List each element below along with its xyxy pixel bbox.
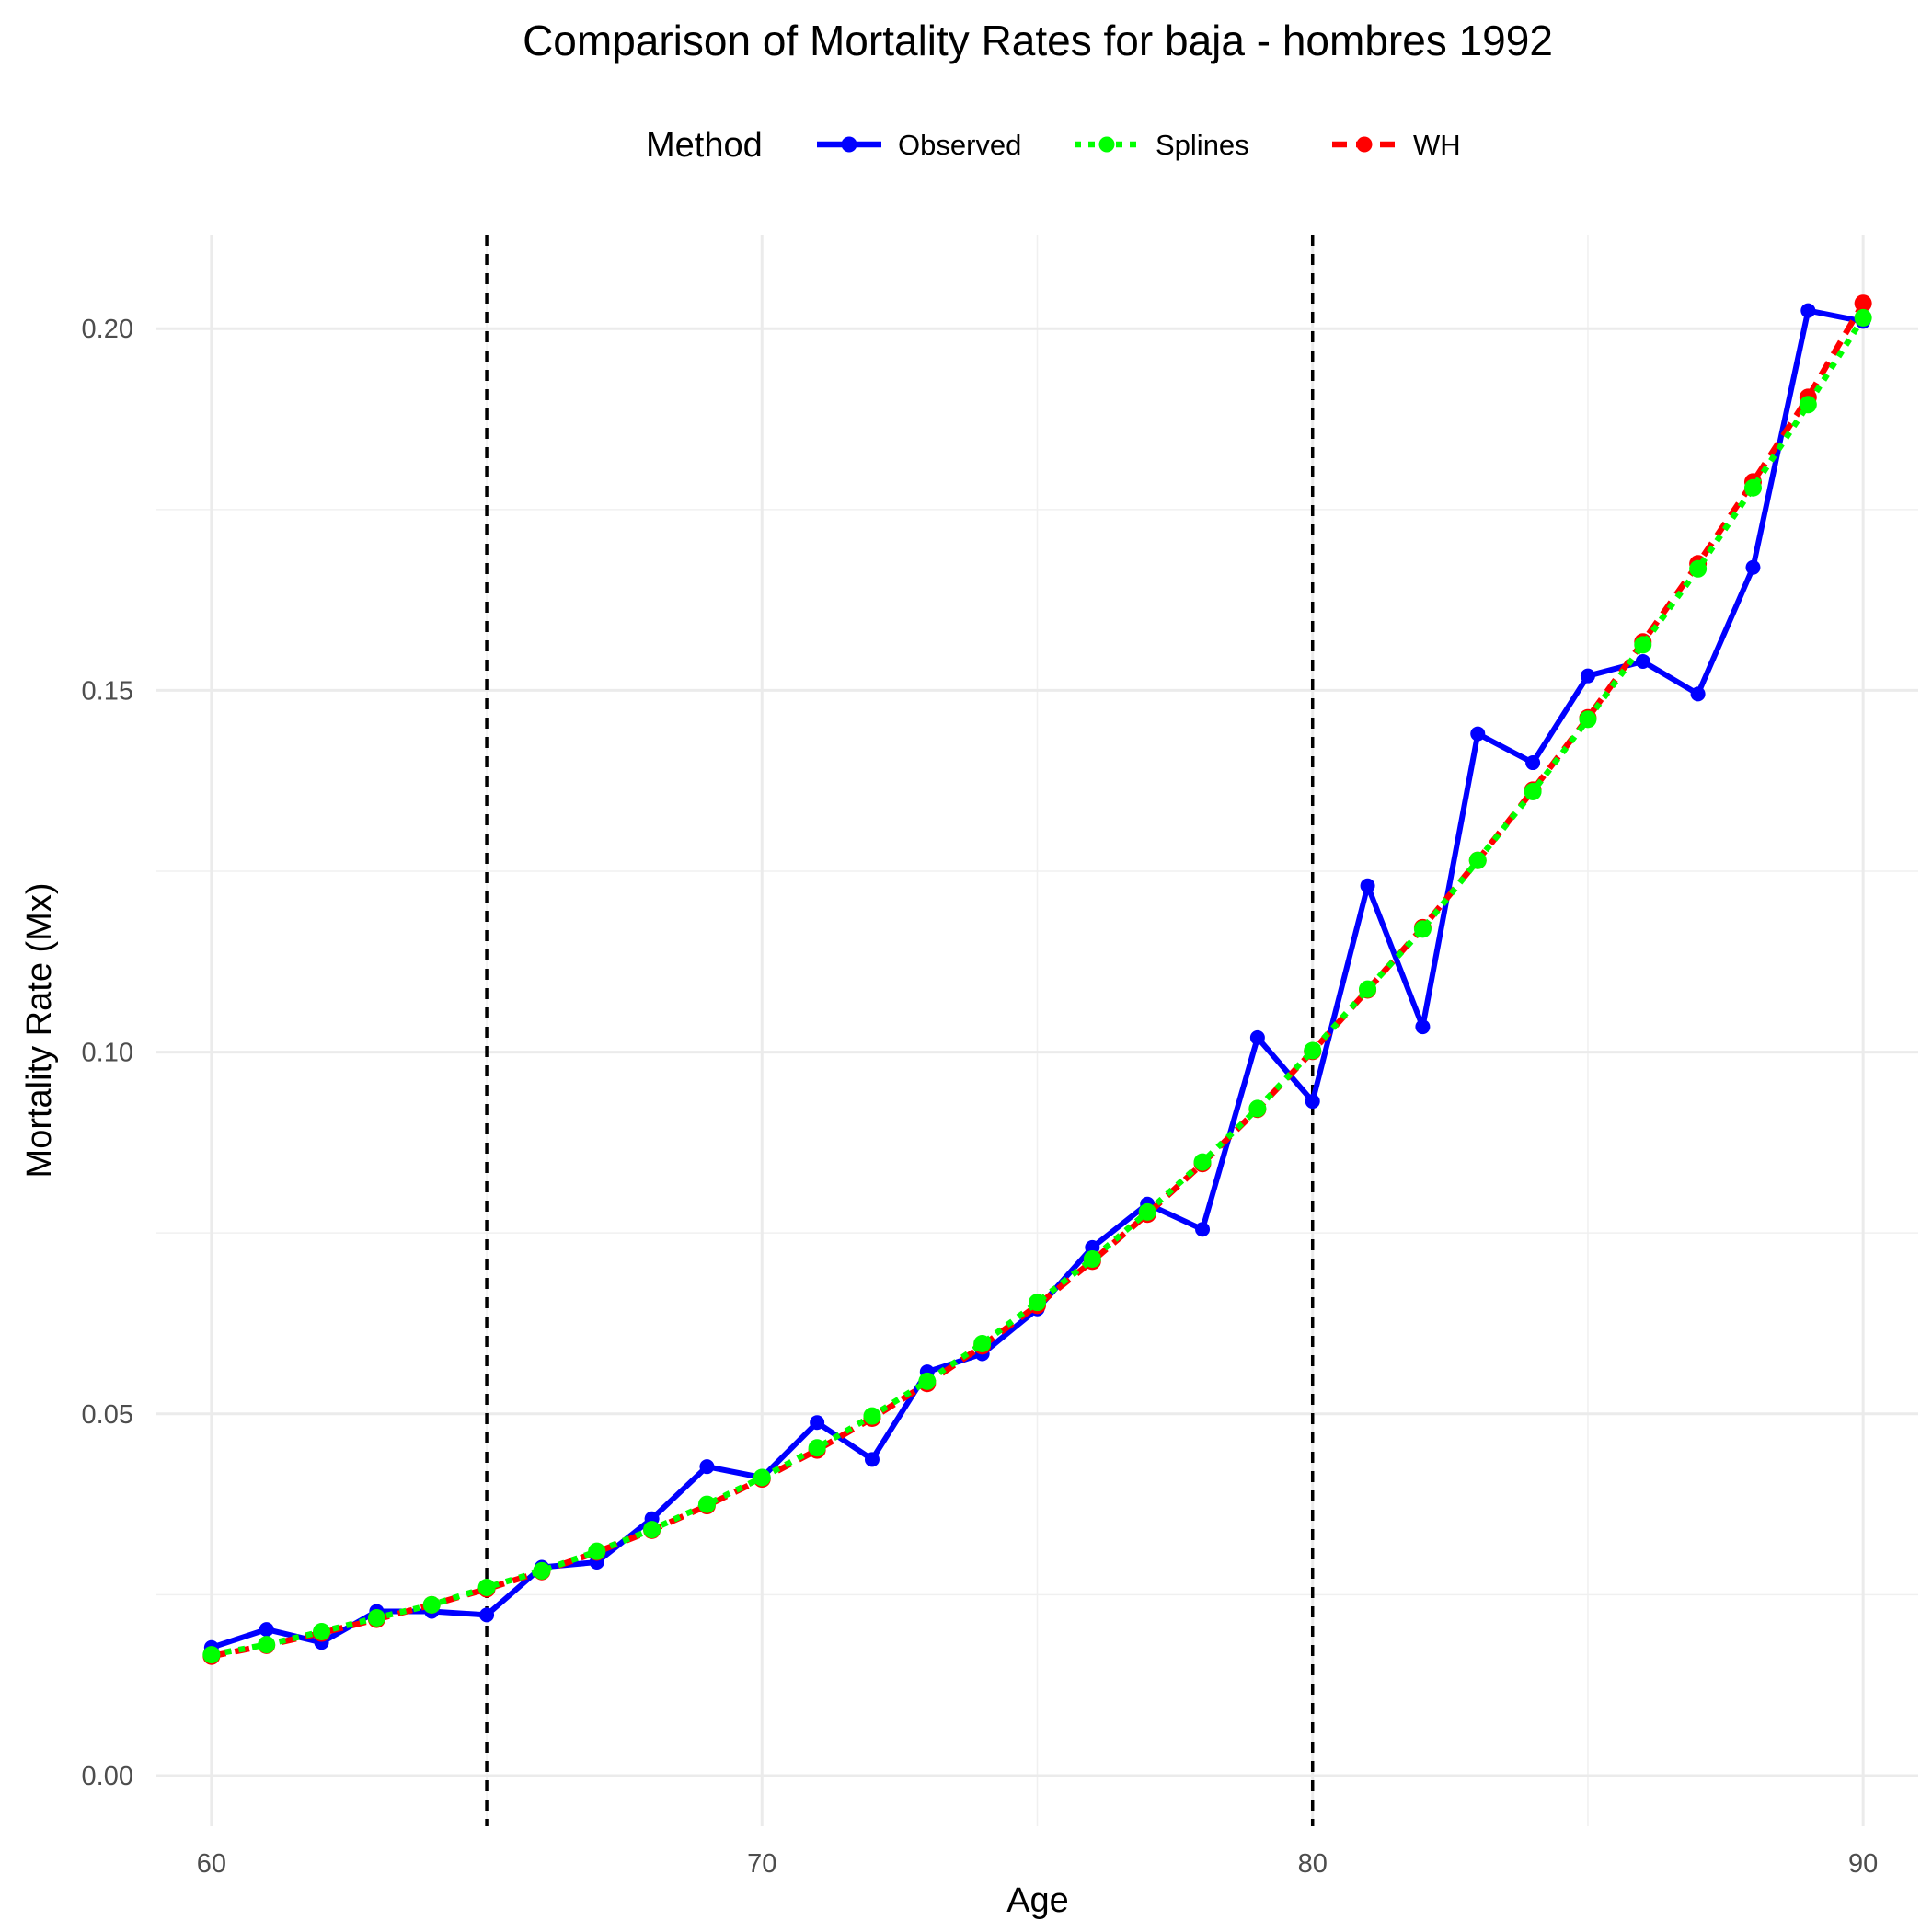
y-tick-label: 0.10 xyxy=(82,1039,133,1068)
data-point-splines xyxy=(753,1468,771,1487)
data-point-splines xyxy=(1854,308,1872,327)
data-point-splines xyxy=(1359,980,1377,998)
data-point-observed xyxy=(1580,668,1595,684)
legend-item-wh: WH xyxy=(1332,129,1461,161)
data-point-splines xyxy=(202,1646,221,1664)
data-point-splines xyxy=(533,1561,551,1580)
data-point-splines xyxy=(477,1579,496,1596)
data-point-observed xyxy=(1415,1019,1431,1035)
legend: Method Observed Splines WH xyxy=(646,126,1461,165)
data-point-splines xyxy=(1468,851,1487,869)
data-point-splines xyxy=(1413,920,1432,938)
legend-key-point-observed xyxy=(841,136,857,153)
series-splines xyxy=(202,308,1872,1664)
data-point-wh xyxy=(1854,294,1872,313)
y-axis: 0.00 0.05 0.10 0.15 0.20 xyxy=(82,315,133,1791)
data-point-splines xyxy=(1689,559,1708,578)
x-tick-label: 80 xyxy=(1298,1849,1328,1879)
data-point-observed xyxy=(1745,559,1761,575)
data-point-observed xyxy=(1525,755,1541,771)
data-point-splines xyxy=(422,1595,441,1614)
legend-key-point-splines xyxy=(1098,136,1115,153)
data-point-splines xyxy=(1138,1202,1156,1221)
legend-label-wh: WH xyxy=(1413,129,1461,161)
series-layer xyxy=(202,294,1872,1665)
legend-label-splines: Splines xyxy=(1156,129,1249,161)
data-point-observed xyxy=(1470,726,1486,742)
chart-title: Comparison of Mortality Rates for baja -… xyxy=(523,17,1553,64)
data-point-splines xyxy=(808,1439,826,1457)
data-point-observed xyxy=(699,1459,715,1475)
data-point-observed xyxy=(1690,686,1706,702)
data-point-splines xyxy=(1029,1294,1046,1312)
data-point-observed xyxy=(479,1607,495,1623)
data-point-splines xyxy=(1193,1153,1212,1171)
legend-item-splines: Splines xyxy=(1075,129,1249,161)
data-point-observed xyxy=(864,1452,880,1467)
y-axis-title: Mortality Rate (Mx) xyxy=(20,883,59,1179)
data-point-observed xyxy=(1635,653,1650,669)
x-axis-title: Age xyxy=(1006,1881,1069,1920)
grid xyxy=(156,235,1918,1826)
data-point-observed xyxy=(1195,1222,1211,1237)
data-point-observed xyxy=(1249,1029,1265,1045)
reference-lines xyxy=(485,235,1315,1826)
data-point-splines xyxy=(367,1609,385,1627)
legend-title: Method xyxy=(646,126,763,165)
data-point-splines xyxy=(313,1622,331,1640)
legend-item-observed: Observed xyxy=(817,129,1021,161)
data-point-observed xyxy=(1800,303,1816,318)
data-point-splines xyxy=(1524,783,1542,800)
data-point-observed xyxy=(810,1415,825,1431)
data-point-observed xyxy=(1360,878,1375,893)
x-tick-label: 70 xyxy=(747,1849,776,1879)
data-point-splines xyxy=(1579,710,1597,729)
data-point-splines xyxy=(258,1636,276,1654)
data-point-splines xyxy=(588,1542,606,1560)
data-point-splines xyxy=(1634,636,1652,654)
data-point-splines xyxy=(1743,478,1762,497)
y-tick-label: 0.00 xyxy=(82,1762,133,1791)
x-tick-label: 60 xyxy=(197,1849,226,1879)
y-tick-label: 0.05 xyxy=(82,1400,133,1430)
data-point-splines xyxy=(1248,1099,1267,1118)
x-axis: 60 70 80 90 xyxy=(197,1849,1879,1879)
legend-label-observed: Observed xyxy=(898,129,1021,161)
data-point-splines xyxy=(697,1495,716,1513)
data-point-splines xyxy=(1304,1041,1322,1060)
data-point-splines xyxy=(918,1372,937,1390)
y-tick-label: 0.20 xyxy=(82,315,133,344)
data-point-splines xyxy=(643,1521,661,1539)
data-point-splines xyxy=(863,1407,881,1425)
data-point-splines xyxy=(1083,1249,1101,1268)
data-point-splines xyxy=(973,1334,992,1352)
legend-key-point-wh xyxy=(1356,136,1373,153)
y-tick-label: 0.15 xyxy=(82,676,133,706)
data-point-splines xyxy=(1799,396,1817,414)
data-point-observed xyxy=(259,1622,274,1638)
data-point-observed xyxy=(1305,1094,1320,1110)
x-tick-label: 90 xyxy=(1848,1849,1878,1879)
